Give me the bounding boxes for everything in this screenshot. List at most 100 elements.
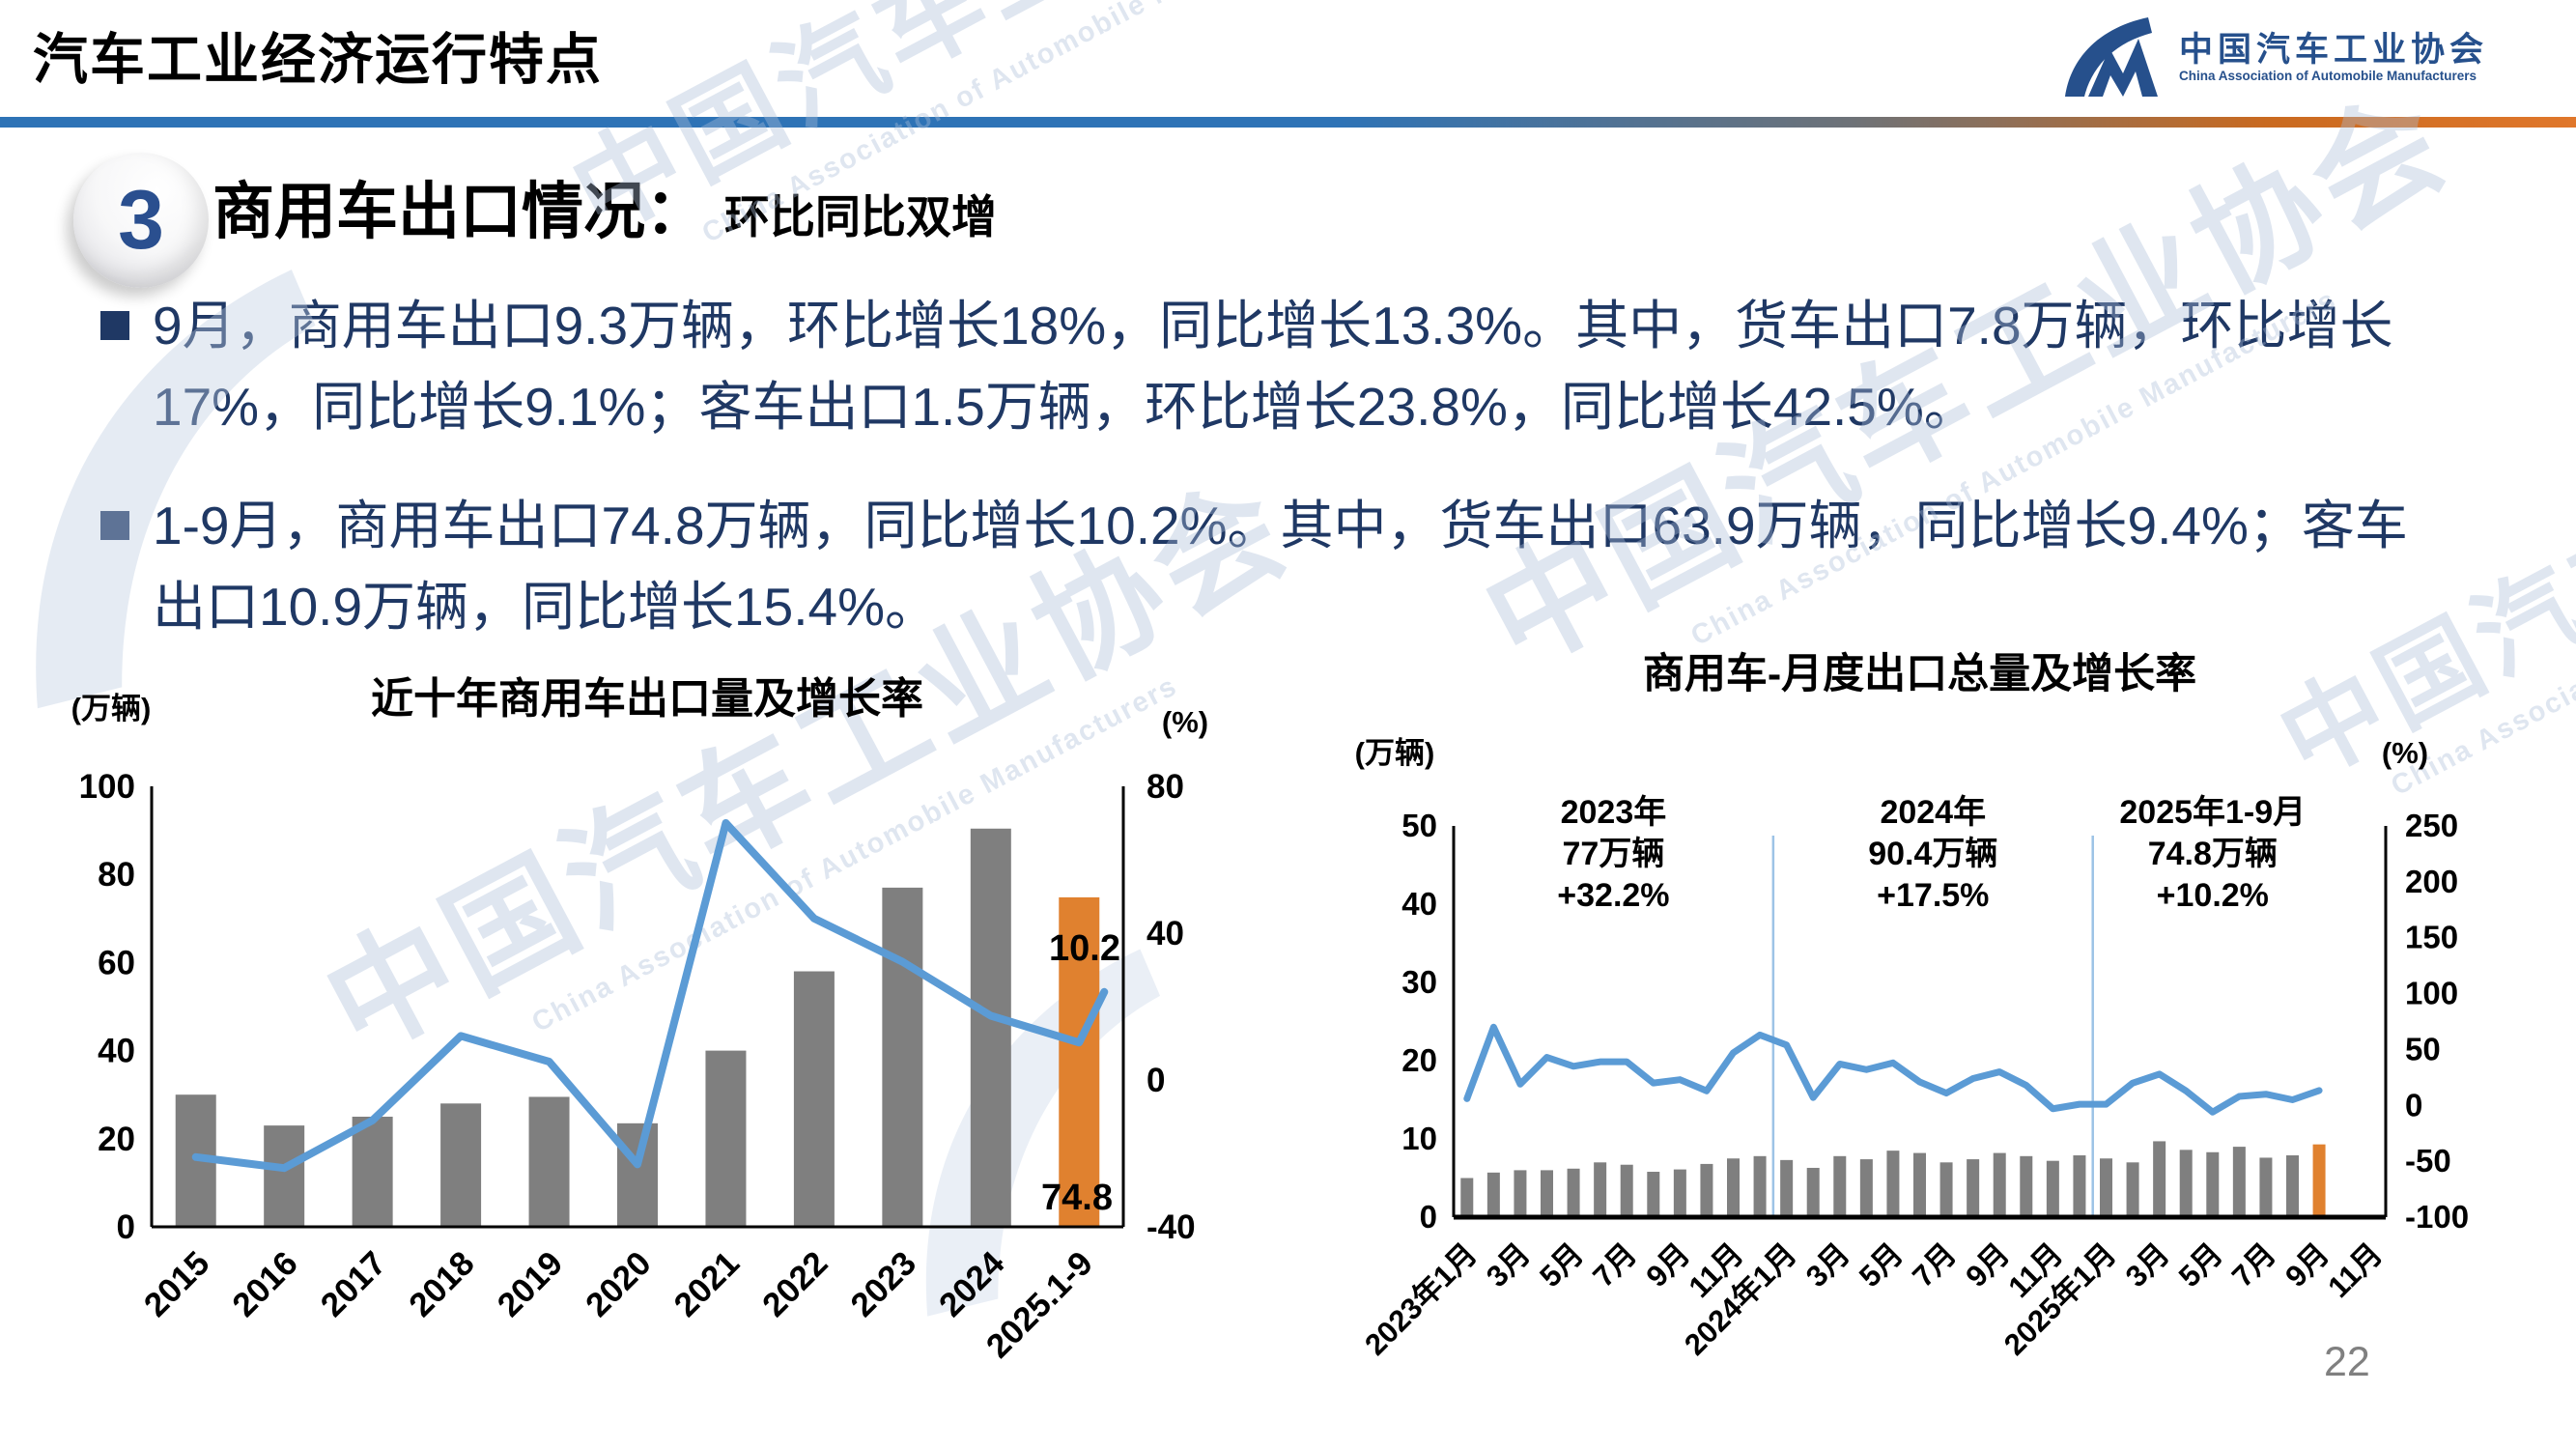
caam-logo: 中国汽车工业协会 China Association of Automobile… [2055, 12, 2488, 104]
x-axis-label: 2019 [491, 1244, 571, 1324]
bar-month-2 [1486, 1172, 1500, 1217]
bar-month-20 [1967, 1159, 1980, 1217]
left-axis-tick: 30 [1401, 964, 1437, 1000]
right-axis-tick: 50 [2405, 1031, 2441, 1066]
line-end-label: 10.2 [1049, 928, 1120, 969]
caam-logo-cn: 中国汽车工业协会 [2179, 30, 2489, 69]
page-title: 汽车工业经济运行特点 [33, 29, 603, 91]
bar-2021 [705, 1050, 747, 1227]
x-axis-label: 2016 [225, 1244, 305, 1324]
bar-month-33 [2312, 1144, 2326, 1217]
year-annotation: +10.2% [2157, 877, 2269, 914]
x-axis-label: 2022 [755, 1244, 835, 1324]
bar-month-30 [2232, 1147, 2246, 1217]
bar-month-28 [2179, 1150, 2193, 1217]
bar-month-5 [1567, 1168, 1580, 1217]
bar-month-10 [1700, 1163, 1713, 1217]
x-axis-label: 11月 [2321, 1236, 2389, 1304]
section-title: 商用车出口情况： [212, 177, 707, 246]
right-axis-tick: -100 [2405, 1199, 2469, 1235]
bar-2025.1-9 [1059, 896, 1100, 1227]
bar-month-4 [1541, 1170, 1553, 1217]
bar-2024 [970, 828, 1011, 1227]
bar-month-12 [1753, 1155, 1767, 1217]
year-annotation: +17.5% [1877, 877, 1989, 914]
bar-month-24 [2073, 1155, 2086, 1217]
bar-month-31 [2259, 1157, 2273, 1217]
left-axis-tick: 0 [117, 1208, 135, 1246]
bar-2018 [440, 1103, 482, 1227]
section-number: 3 [118, 173, 164, 267]
bullet-item: 9月，商用车出口9.3万辆，环比增长18%，同比增长13.3%。其中，货车出口7… [95, 286, 2542, 447]
bar-month-23 [2046, 1160, 2059, 1217]
chart-title: 近十年商用车出口量及增长率 [371, 675, 923, 723]
year-annotation: 2023年 [1561, 794, 1667, 831]
bullet-square-icon [100, 311, 129, 340]
decade-export-chart: 近十年商用车出口量及增长率 (万辆) (%) 0 20 40 60 80 100 -40 0 40 80… [71, 675, 1208, 1365]
growth-rate-line [1463, 1023, 2323, 1116]
bar-month-19 [1939, 1162, 1953, 1217]
bar-end-label: 74.8 [1041, 1178, 1113, 1218]
bullet-item: 1-9月，商用车出口74.8万辆，同比增长10.2%。其中，货车出口63.9万辆… [95, 486, 2542, 647]
x-axis-label: 2024 [932, 1244, 1012, 1324]
bar-month-32 [2286, 1155, 2299, 1217]
bar-2019 [528, 1096, 570, 1227]
left-axis-tick: 100 [79, 768, 135, 806]
page-number: 22 [2324, 1339, 2370, 1385]
right-axis-tick: 0 [2405, 1087, 2422, 1122]
bar-month-9 [1673, 1169, 1686, 1217]
bar-month-26 [2126, 1162, 2139, 1217]
year-annotation: 90.4万辆 [1868, 836, 1997, 872]
year-annotation: 77万辆 [1563, 836, 1665, 872]
right-axis-unit: (%) [2382, 736, 2428, 770]
x-axis-label: 2023 [843, 1244, 923, 1324]
bar-month-22 [2020, 1155, 2033, 1217]
right-axis-tick: -50 [2405, 1143, 2451, 1179]
year-annotation: +32.2% [1557, 877, 1669, 914]
bar-month-18 [1913, 1152, 1926, 1217]
bar-month-17 [1886, 1151, 1900, 1217]
bar-2017 [352, 1117, 393, 1227]
bullet-text-monthly: 9月，商用车出口9.3万辆，环比增长18%，同比增长13.3%。其中，货车出口7… [153, 296, 2393, 437]
bar-2022 [793, 971, 835, 1227]
left-axis-tick: 20 [1401, 1042, 1437, 1078]
year-annotation: 74.8万辆 [2148, 836, 2278, 872]
left-axis-tick: 50 [1401, 808, 1437, 843]
right-axis-tick: -40 [1146, 1208, 1196, 1246]
bullet-text-ytd: 1-9月，商用车出口74.8万辆，同比增长10.2%。其中，货车出口63.9万辆… [153, 496, 2408, 637]
bar-month-25 [2100, 1158, 2112, 1217]
left-axis-unit: (万辆) [71, 692, 152, 725]
bar-month-29 [2206, 1151, 2220, 1217]
x-axis-label: 2018 [402, 1244, 482, 1324]
bar-month-15 [1833, 1155, 1847, 1217]
year-annotation: 2025年1-9月 [2119, 794, 2306, 831]
x-axis-label: 2021 [666, 1244, 747, 1324]
x-axis-label: 7月 [1586, 1236, 1643, 1293]
right-axis-tick: 200 [2405, 864, 2458, 899]
bar-month-1 [1460, 1178, 1474, 1217]
year-annotation: 2024年 [1880, 794, 1986, 831]
bar-2023 [882, 887, 923, 1227]
right-axis-tick: 100 [2405, 976, 2458, 1011]
right-axis-unit: (%) [1162, 705, 1208, 739]
x-axis-label: 2015 [137, 1244, 217, 1324]
growth-rate-line [191, 819, 1109, 1173]
left-axis-tick: 80 [98, 856, 135, 894]
caam-logo-en: China Association of Automobile Manufact… [2179, 69, 2477, 84]
left-axis-tick: 10 [1401, 1121, 1437, 1156]
monthly-export-chart: 商用车-月度出口总量及增长率 (万辆) (%) 0 10 20 30 40 50 -100 -50 0… [1355, 651, 2469, 1362]
x-axis-label: 5月 [2172, 1236, 2229, 1293]
chart-title: 商用车-月度出口总量及增长率 [1643, 651, 2196, 697]
x-axis-label: 2017 [314, 1244, 394, 1324]
x-axis-label: 2023年1月 [1358, 1236, 1484, 1362]
left-axis-tick: 60 [98, 944, 135, 981]
right-axis-tick: 0 [1146, 1062, 1165, 1099]
bar-month-11 [1727, 1158, 1740, 1217]
right-axis-tick: 80 [1146, 768, 1184, 806]
section-number-badge: 3 [73, 153, 209, 288]
bar-2020 [617, 1122, 658, 1227]
right-axis-tick: 250 [2405, 808, 2458, 843]
section-subtitle: 环比同比双增 [724, 191, 997, 242]
title-divider [0, 117, 2576, 128]
